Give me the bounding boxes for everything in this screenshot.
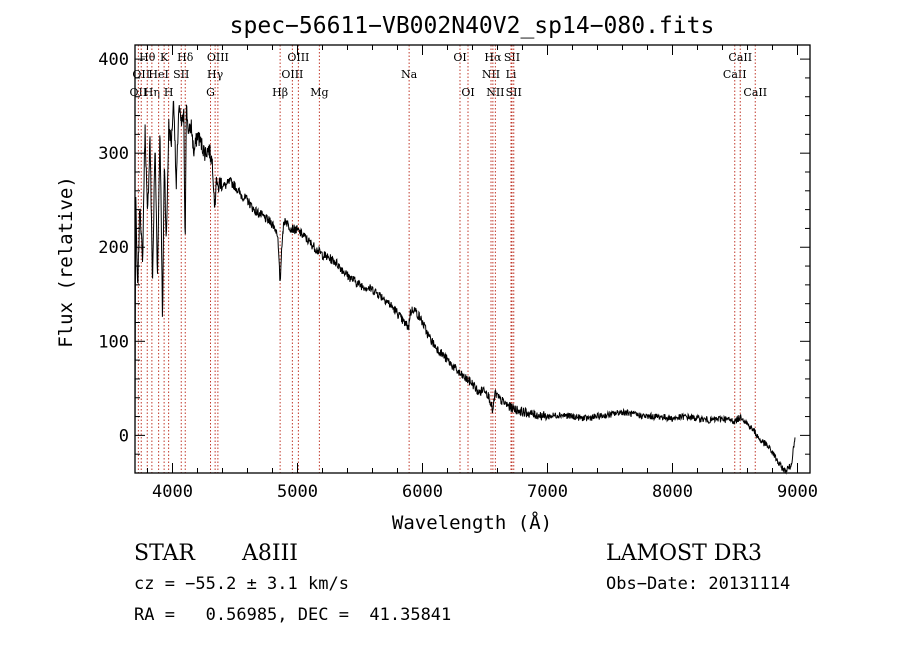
line-label-11: OIII <box>207 51 229 64</box>
line-label-14: OIII <box>287 51 309 64</box>
x-tick-label-4: 8000 <box>652 482 693 502</box>
line-label-22: Li <box>506 68 517 81</box>
line-label-9: G <box>206 86 215 99</box>
line-label-20: Hα <box>484 51 502 64</box>
line-label-7: SII <box>173 68 189 81</box>
line-label-26: CaII <box>728 51 752 64</box>
x-tick-label-5: 9000 <box>777 482 818 502</box>
axis-ticks: 4000 5000 6000 7000 8000 9000 0 100 200 300 400 <box>98 45 818 502</box>
y-tick-label-1: 100 <box>98 332 129 352</box>
plot-frame <box>134 44 811 474</box>
survey-name: LAMOST DR3 <box>606 541 762 566</box>
line-label-24: SII <box>506 86 522 99</box>
spectral-line-markers: OIIOIIHθHηHeIKHSIIHδGHγOIIIHβOIIIOIIIMgN… <box>130 45 767 473</box>
line-label-16: Na <box>401 68 418 81</box>
y-axis-label: Flux (relative) <box>55 176 77 348</box>
line-label-21: NII <box>486 86 504 99</box>
x-tick-label-2: 6000 <box>402 482 443 502</box>
y-tick-label-2: 200 <box>98 238 129 258</box>
line-label-2: Hθ <box>139 51 156 64</box>
line-label-19: NII <box>482 68 500 81</box>
line-label-23: SII <box>504 51 520 64</box>
redshift-text: cz = −55.2 ± 3.1 km/s <box>134 574 349 594</box>
chart-title: spec−56611−VB002N40V2_sp14−080.fits <box>230 13 715 39</box>
y-tick-label-3: 300 <box>98 144 129 164</box>
axes <box>134 44 811 474</box>
line-label-5: K <box>160 51 169 64</box>
line-label-10: Hγ <box>207 68 224 81</box>
coordinates: RA = 0.56985, DEC = 41.35841 <box>134 605 451 625</box>
y-tick-label-0: 0 <box>119 426 129 446</box>
spectrum-series <box>134 100 796 475</box>
x-tick-label-1: 5000 <box>277 482 318 502</box>
spectrum-line <box>134 100 796 475</box>
line-label-13: OIII <box>281 68 303 81</box>
line-label-6: H <box>164 86 174 99</box>
line-label-27: CaII <box>743 86 767 99</box>
line-label-3: Hη <box>144 86 160 99</box>
line-label-15: Mg <box>310 86 328 99</box>
line-label-17: OI <box>453 51 466 64</box>
y-tick-label-4: 400 <box>98 50 129 70</box>
line-label-18: OI <box>461 86 474 99</box>
x-axis-label: Wavelength (Å) <box>392 511 552 534</box>
obs-date: Obs−Date: 20131114 <box>606 574 790 594</box>
x-tick-label-0: 4000 <box>152 482 193 502</box>
object-subclass: A8III <box>241 541 298 566</box>
object-class: STAR <box>134 541 196 566</box>
line-label-25: CaII <box>723 68 747 81</box>
x-tick-label-3: 7000 <box>527 482 568 502</box>
line-label-8: Hδ <box>177 51 194 64</box>
line-label-4: HeI <box>148 68 168 81</box>
line-label-12: Hβ <box>272 86 288 99</box>
line-label-0: OII <box>130 86 148 99</box>
